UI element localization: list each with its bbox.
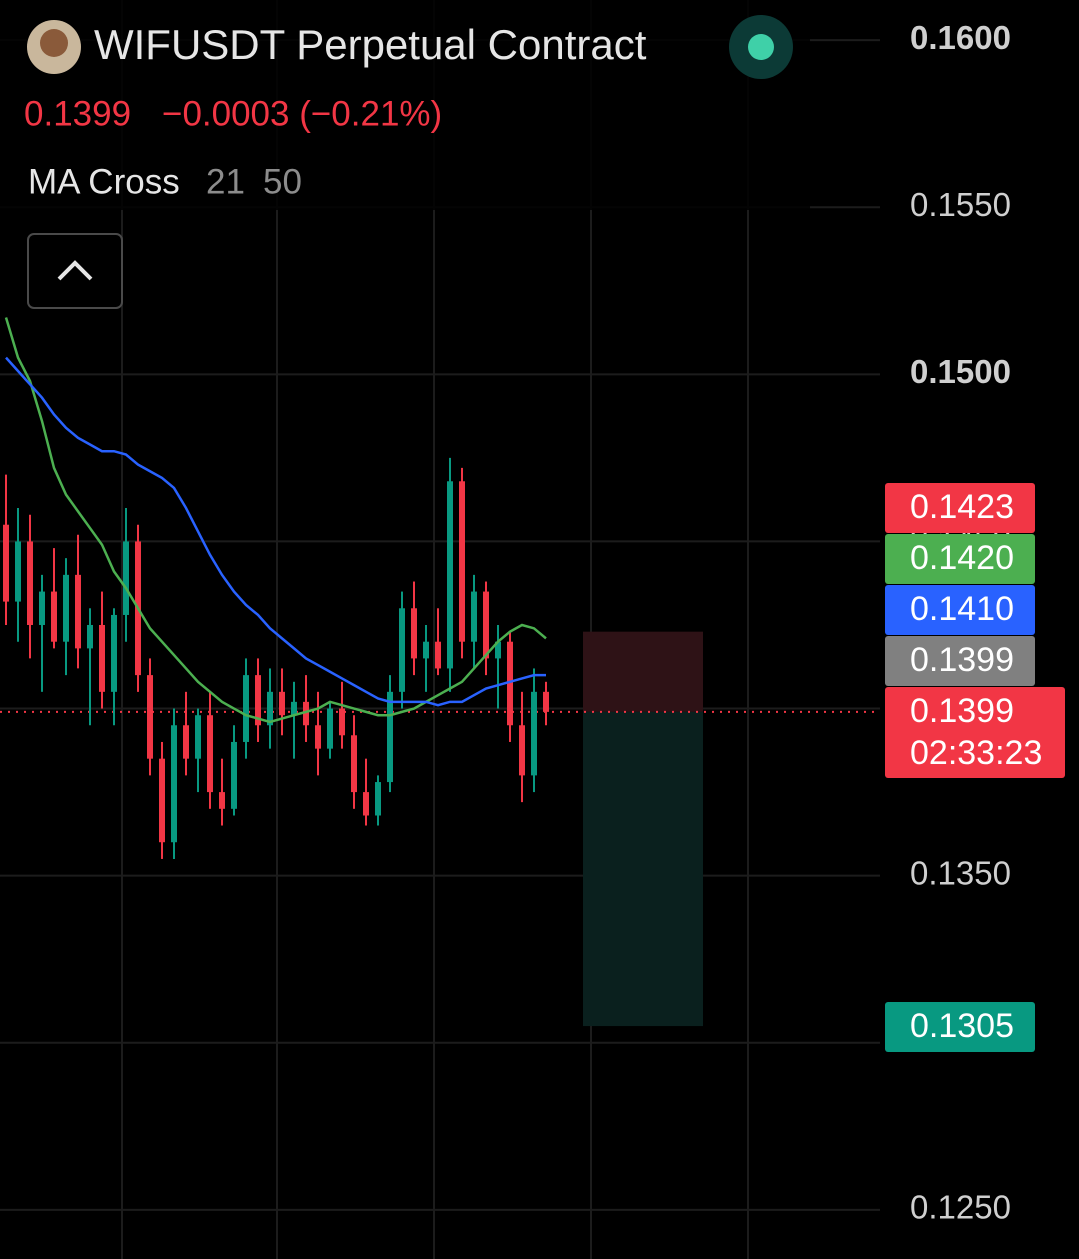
last-price: 0.1399 bbox=[24, 94, 131, 133]
candle-body bbox=[447, 481, 453, 669]
price-label-box bbox=[885, 585, 1035, 635]
candle-body bbox=[195, 715, 201, 759]
price-label-box bbox=[885, 1002, 1035, 1052]
candle-body bbox=[315, 725, 321, 749]
candle-body bbox=[327, 708, 333, 749]
candle-body bbox=[255, 675, 261, 726]
candle-body bbox=[15, 541, 21, 602]
candle-body bbox=[147, 675, 153, 759]
price-label-box bbox=[885, 483, 1035, 533]
price-label: 0.1305 bbox=[910, 1007, 1014, 1045]
price-label: 0.1399 bbox=[910, 641, 1014, 679]
price-labels: 0.1423 0.1420 0.1410 0.1399 0.1399 02:33:23 0.… bbox=[885, 483, 1065, 1052]
y-tick-label: 0.1550 bbox=[910, 186, 1011, 223]
candle-body bbox=[39, 591, 45, 625]
candle-body bbox=[303, 701, 309, 726]
candle-body bbox=[363, 792, 369, 816]
candle-body bbox=[171, 725, 177, 843]
candle-body bbox=[99, 624, 105, 692]
candle-body bbox=[291, 701, 297, 716]
indicator-param: 21 bbox=[206, 162, 245, 201]
candle-body bbox=[75, 574, 81, 649]
moving-average bbox=[5, 356, 546, 707]
candle-body bbox=[267, 691, 273, 726]
collapse-chevron bbox=[57, 260, 93, 281]
y-tick-label: 0.1250 bbox=[910, 1189, 1011, 1226]
symbol-title: WIFUSDT Perpetual Contract bbox=[94, 21, 647, 68]
candle-body bbox=[339, 708, 345, 736]
candle-body bbox=[435, 641, 441, 669]
candle-body bbox=[459, 481, 465, 642]
candle-body bbox=[27, 541, 33, 625]
price-label-box bbox=[885, 534, 1035, 584]
header-backdrop bbox=[0, 0, 810, 210]
indicator-name: MA Cross bbox=[28, 162, 180, 201]
candle-body bbox=[471, 591, 477, 642]
plot bbox=[0, 317, 880, 1027]
coin-icon-face bbox=[40, 29, 68, 57]
candle-body bbox=[219, 792, 225, 809]
candle-body bbox=[207, 715, 213, 793]
candle-body bbox=[243, 675, 249, 742]
candle-body bbox=[231, 741, 237, 809]
candle-body bbox=[507, 641, 513, 726]
stop-zone bbox=[583, 631, 703, 712]
candle-body bbox=[159, 758, 165, 843]
candle-body bbox=[183, 725, 189, 759]
candle-body bbox=[51, 591, 57, 642]
status-dot bbox=[748, 34, 774, 60]
candle-body bbox=[63, 574, 69, 642]
candle-body bbox=[519, 725, 525, 776]
candle-body bbox=[111, 614, 117, 692]
candle-body bbox=[423, 641, 429, 659]
candle-body bbox=[123, 541, 129, 615]
candle-body bbox=[531, 691, 537, 776]
candle-body bbox=[3, 524, 9, 602]
price-change: −0.0003 (−0.21%) bbox=[162, 94, 442, 133]
price-label: 0.1420 bbox=[910, 539, 1014, 577]
y-tick-label: 0.1350 bbox=[910, 854, 1011, 891]
candle-body bbox=[387, 691, 393, 783]
y-tick-label: 0.1500 bbox=[910, 353, 1011, 390]
price-label-box bbox=[885, 687, 1065, 778]
price-label: 0.1423 bbox=[910, 488, 1014, 526]
candle-body bbox=[543, 691, 549, 712]
candle-body bbox=[495, 641, 501, 659]
indicator-param: 50 bbox=[263, 162, 302, 201]
legend-header: WIFUSDT Perpetual Contract 0.1399 −0.000… bbox=[0, 0, 810, 309]
candle-body bbox=[351, 735, 357, 793]
candle-body bbox=[399, 608, 405, 692]
moving-average bbox=[4, 317, 547, 724]
candle-body bbox=[87, 624, 93, 649]
collapse-button[interactable] bbox=[27, 233, 123, 309]
candle-body bbox=[375, 782, 381, 816]
price-label-box bbox=[885, 636, 1035, 686]
price-label: 0.1399 bbox=[910, 692, 1014, 730]
y-tick-label: 0.1600 bbox=[910, 19, 1011, 56]
countdown: 02:33:23 bbox=[910, 734, 1042, 772]
price-label: 0.1410 bbox=[910, 590, 1014, 628]
candle-body bbox=[483, 591, 489, 659]
candle-body bbox=[411, 608, 417, 659]
candle-body bbox=[279, 691, 285, 716]
target-zone bbox=[583, 711, 703, 1027]
